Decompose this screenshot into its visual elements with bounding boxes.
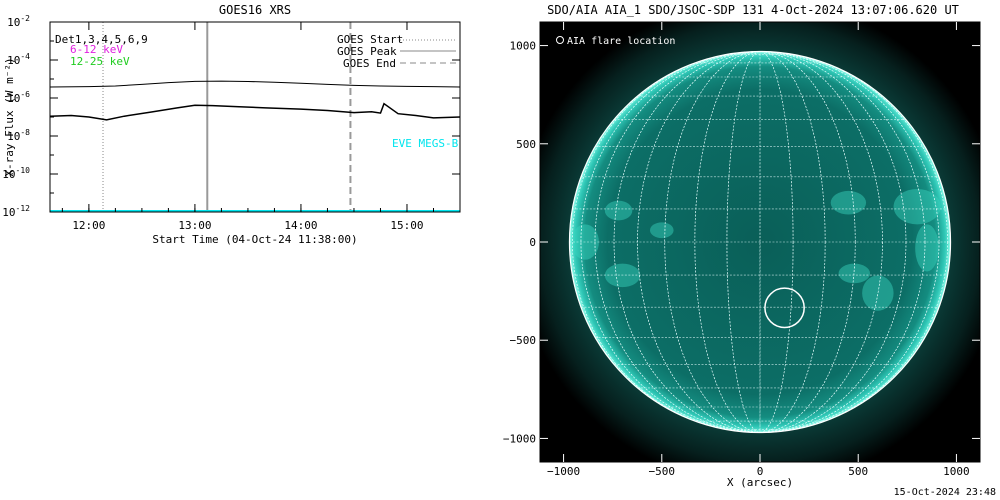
goes-legend-det: Det1,3,4,5,6,9 [55, 33, 148, 46]
eve-megs-b-annotation: EVE MEGS-B [392, 137, 459, 150]
goes-y-tick-label: 10-12 [2, 204, 30, 219]
goes-legend-12-25kev: 12-25 keV [70, 55, 130, 68]
active-region [650, 222, 674, 239]
goes-legend-6-12kev: 6-12 keV [70, 43, 123, 56]
aia-title: SDO/AIA AIA_1 SDO/JSOC-SDP 131 4-Oct-202… [547, 3, 959, 17]
disk-outline [568, 50, 952, 434]
goes-series-2 [49, 102, 461, 121]
goes-x-tick-label: 13:00 [178, 219, 211, 232]
goes-series-1 [49, 80, 461, 88]
goes-x-tick-label: 12:00 [72, 219, 105, 232]
goes-y-tick-label: 10-2 [7, 14, 30, 29]
goes-legend-left: Det1,3,4,5,6,9 6-12 keV 12-25 keV [55, 33, 148, 68]
active-region [838, 263, 870, 284]
aia-y-tick-label: −1000 [503, 432, 536, 445]
aia-legend-label: AIA flare location [567, 36, 675, 47]
footer-timestamp: 15-Oct-2024 23:48 [893, 487, 996, 498]
heliographic-grid [568, 50, 952, 434]
aia-x-tick-label: 0 [757, 465, 764, 478]
aia-x-tick-label: −1000 [547, 465, 580, 478]
goes-title: GOES16 XRS [219, 3, 291, 17]
flare-location-circle [764, 287, 805, 329]
active-region [604, 263, 641, 288]
goes-legend-right: GOES Start GOES Peak GOES End [337, 33, 456, 70]
aia-y-tick-label: 0 [529, 236, 536, 249]
aia-x-axis-label: X (arcsec) [727, 476, 793, 489]
goes-x-tick-label: 14:00 [284, 219, 317, 232]
aia-legend: AIA flare location [556, 36, 675, 47]
active-region [915, 224, 939, 272]
longitude-line [726, 51, 794, 433]
flare-location-legend-icon [556, 36, 564, 44]
active-region [830, 190, 867, 215]
goes-y-axis-label: X-ray Flux (W m⁻²) [3, 57, 16, 176]
goes-x-axis-label: Start Time (04-Oct-24 11:38:00) [152, 233, 357, 246]
aia-y-tick-label: 1000 [510, 40, 537, 53]
goes-legend-peak-label: GOES Peak [337, 45, 397, 58]
active-region [862, 275, 894, 311]
longitude-line [664, 51, 856, 433]
goes-legend-end-label: GOES End [343, 57, 396, 70]
goes-x-tick-label: 15:00 [390, 219, 423, 232]
aia-y-tick-label: 500 [516, 138, 536, 151]
active-region [604, 200, 633, 221]
aia-y-tick-label: −500 [510, 334, 537, 347]
longitude-line [580, 51, 940, 433]
active-region [893, 188, 941, 225]
aia-x-tick-label: 1000 [943, 465, 970, 478]
goes-legend-start-label: GOES Start [337, 33, 403, 46]
aia-x-tick-label: 500 [848, 465, 868, 478]
aia-x-tick-label: −500 [649, 465, 676, 478]
